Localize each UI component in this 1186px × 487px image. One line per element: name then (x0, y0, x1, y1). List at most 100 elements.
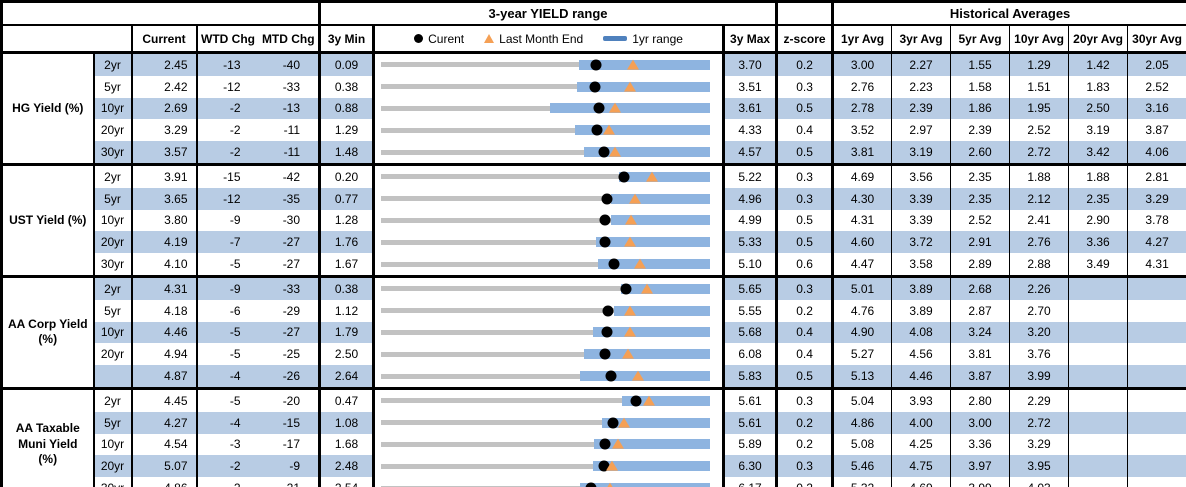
table-row: 10yr 4.54 -3 -17 1.68 5.89 0.2 5.08 4.25… (2, 433, 1186, 456)
5yr-avg-cell: 3.00 (950, 411, 1010, 434)
5yr-avg-cell: 2.91 (950, 231, 1010, 254)
3y-min-cell: 1.12 (318, 299, 374, 322)
z-score-cell: 0.6 (775, 253, 833, 277)
last-month-end-marker-icon (623, 305, 636, 316)
mtd-chg-cell: -11 (283, 123, 301, 138)
col-header-3y-max: 3y Max (722, 25, 777, 53)
yield-range-chart-cell (372, 209, 724, 232)
z-score-cell: 0.3 (775, 386, 833, 412)
last-month-end-marker-icon (609, 146, 622, 157)
range-plot (381, 210, 711, 232)
3y-min-cell: 0.09 (318, 50, 374, 76)
5yr-avg-cell: 3.81 (950, 343, 1010, 366)
10yr-avg-cell: 2.52 (1009, 119, 1069, 142)
last-month-end-marker-icon (622, 348, 635, 359)
wtd-chg-cell: -6 (195, 299, 259, 322)
current-marker-icon (585, 482, 597, 487)
mtd-chg-cell: -27 (258, 321, 320, 344)
current-marker-legend-icon (414, 34, 424, 43)
wtd-chg-cell: -7 (195, 231, 259, 254)
1yr-range-bar (580, 483, 711, 487)
3y-min-cell: 1.48 (318, 141, 374, 165)
wtd-chg-cell: -15 (195, 162, 259, 188)
wtd-chg-cell: -5 (195, 253, 259, 277)
yield-range-chart-cell (372, 433, 724, 456)
1yr-range-bar (595, 237, 711, 248)
20yr-avg-cell: 3.42 (1068, 141, 1128, 165)
3y-max-cell: 5.83 (722, 365, 777, 389)
3y-range-track (381, 485, 711, 487)
table-row: 20yr 4.94 -5 -25 2.50 6.08 0.4 5.27 4.56… (2, 343, 1186, 366)
30yr-avg-cell: 2.05 (1127, 50, 1186, 76)
tenor-cell (92, 365, 132, 389)
z-score-cell: 0.5 (775, 231, 833, 254)
3y-min-cell: 0.20 (318, 162, 374, 188)
z-score-cell: 0.5 (775, 141, 833, 165)
10yr-avg-cell: 3.95 (1009, 455, 1069, 478)
col-header-5yr-avg: 5yr Avg (950, 25, 1010, 53)
10yr-avg-cell: 1.88 (1009, 162, 1069, 188)
tenor-cell: 5yr (92, 75, 132, 98)
last-month-end-marker-icon (626, 59, 639, 70)
current-value-cell: 4.18 (130, 299, 197, 322)
range-plot (381, 76, 711, 98)
10yr-avg-cell: 2.26 (1009, 274, 1069, 300)
10yr-avg-cell: 3.99 (1009, 365, 1069, 389)
tenor-cell: 20yr (92, 343, 132, 366)
30yr-avg-cell (1127, 433, 1186, 456)
current-value-cell: 4.31 (130, 274, 197, 300)
1yr-avg-cell: 3.81 (831, 141, 892, 165)
yield-range-chart-cell (372, 231, 724, 254)
mtd-chg-cell: -13 (258, 97, 320, 120)
wtd-chg-cell: -5 (195, 321, 259, 344)
20yr-avg-cell: 2.50 (1068, 97, 1128, 120)
5yr-avg-cell: 2.89 (950, 253, 1010, 277)
yield-range-title: 3-year YIELD range (318, 1, 777, 26)
current-value-cell: 2.42 (130, 75, 197, 98)
1yr-avg-cell: 4.31 (831, 209, 892, 232)
range-plot (381, 343, 711, 365)
empty-header-cell (1, 1, 320, 26)
30yr-avg-cell (1127, 477, 1186, 487)
table-row: 10yr 2.69 -2 -13 0.88 3.61 0.5 2.78 2.39… (2, 97, 1186, 120)
10yr-avg-cell: 2.29 (1009, 386, 1069, 412)
20yr-avg-cell: 2.90 (1068, 209, 1128, 232)
10yr-avg-cell: 2.88 (1009, 253, 1069, 277)
last-month-end-marker-icon (604, 482, 617, 487)
current-marker-icon (630, 395, 642, 407)
3y-max-cell: 3.61 (722, 97, 777, 120)
3y-min-cell: 0.38 (318, 75, 374, 98)
3y-max-cell: 3.51 (722, 75, 777, 98)
z-score-cell: 0.3 (775, 274, 833, 300)
current-marker-icon (599, 438, 611, 450)
z-score-cell: 0.3 (775, 75, 833, 98)
current-marker-icon (593, 102, 605, 114)
current-marker-icon (602, 305, 614, 317)
3yr-avg-cell: 4.08 (891, 321, 951, 344)
wtd-chg-cell: -9 (195, 209, 259, 232)
last-month-end-marker-icon (623, 327, 636, 338)
current-marker-icon (590, 59, 602, 71)
mtd-chg-cell: -33 (282, 79, 301, 94)
3y-min-cell: 0.88 (318, 97, 374, 120)
3y-min-cell: 2.50 (318, 343, 374, 366)
1yr-range-bar (593, 327, 711, 338)
last-month-end-marker-icon (640, 283, 653, 294)
5yr-avg-cell: 2.35 (950, 162, 1010, 188)
table-row: 30yr 3.57 -2 -11 1.48 4.57 0.5 3.81 3.19… (2, 141, 1186, 165)
group-label: HG Yield (%) (1, 51, 94, 165)
section: AA Taxable Muni Yield (%) 2yr 4.45 -5 -20… (1, 386, 1186, 487)
3y-max-cell: 4.96 (722, 187, 777, 210)
z-score-cell: 0.5 (775, 365, 833, 389)
1yr-avg-cell: 4.90 (831, 321, 892, 344)
yield-range-chart-cell (372, 411, 724, 434)
last-month-end-marker-legend-icon (484, 34, 495, 43)
last-month-end-marker-icon (625, 215, 638, 226)
last-month-end-marker-icon (611, 439, 624, 450)
yield-range-chart-cell (372, 119, 724, 142)
table-row: 20yr 3.29 -2 -11 1.29 4.33 0.4 3.52 2.97… (2, 119, 1186, 142)
mtd-chg-cell: -27 (258, 231, 320, 254)
yield-range-chart-cell (372, 141, 724, 165)
3y-range-track (381, 329, 711, 335)
3y-min-cell: 2.54 (318, 477, 374, 487)
